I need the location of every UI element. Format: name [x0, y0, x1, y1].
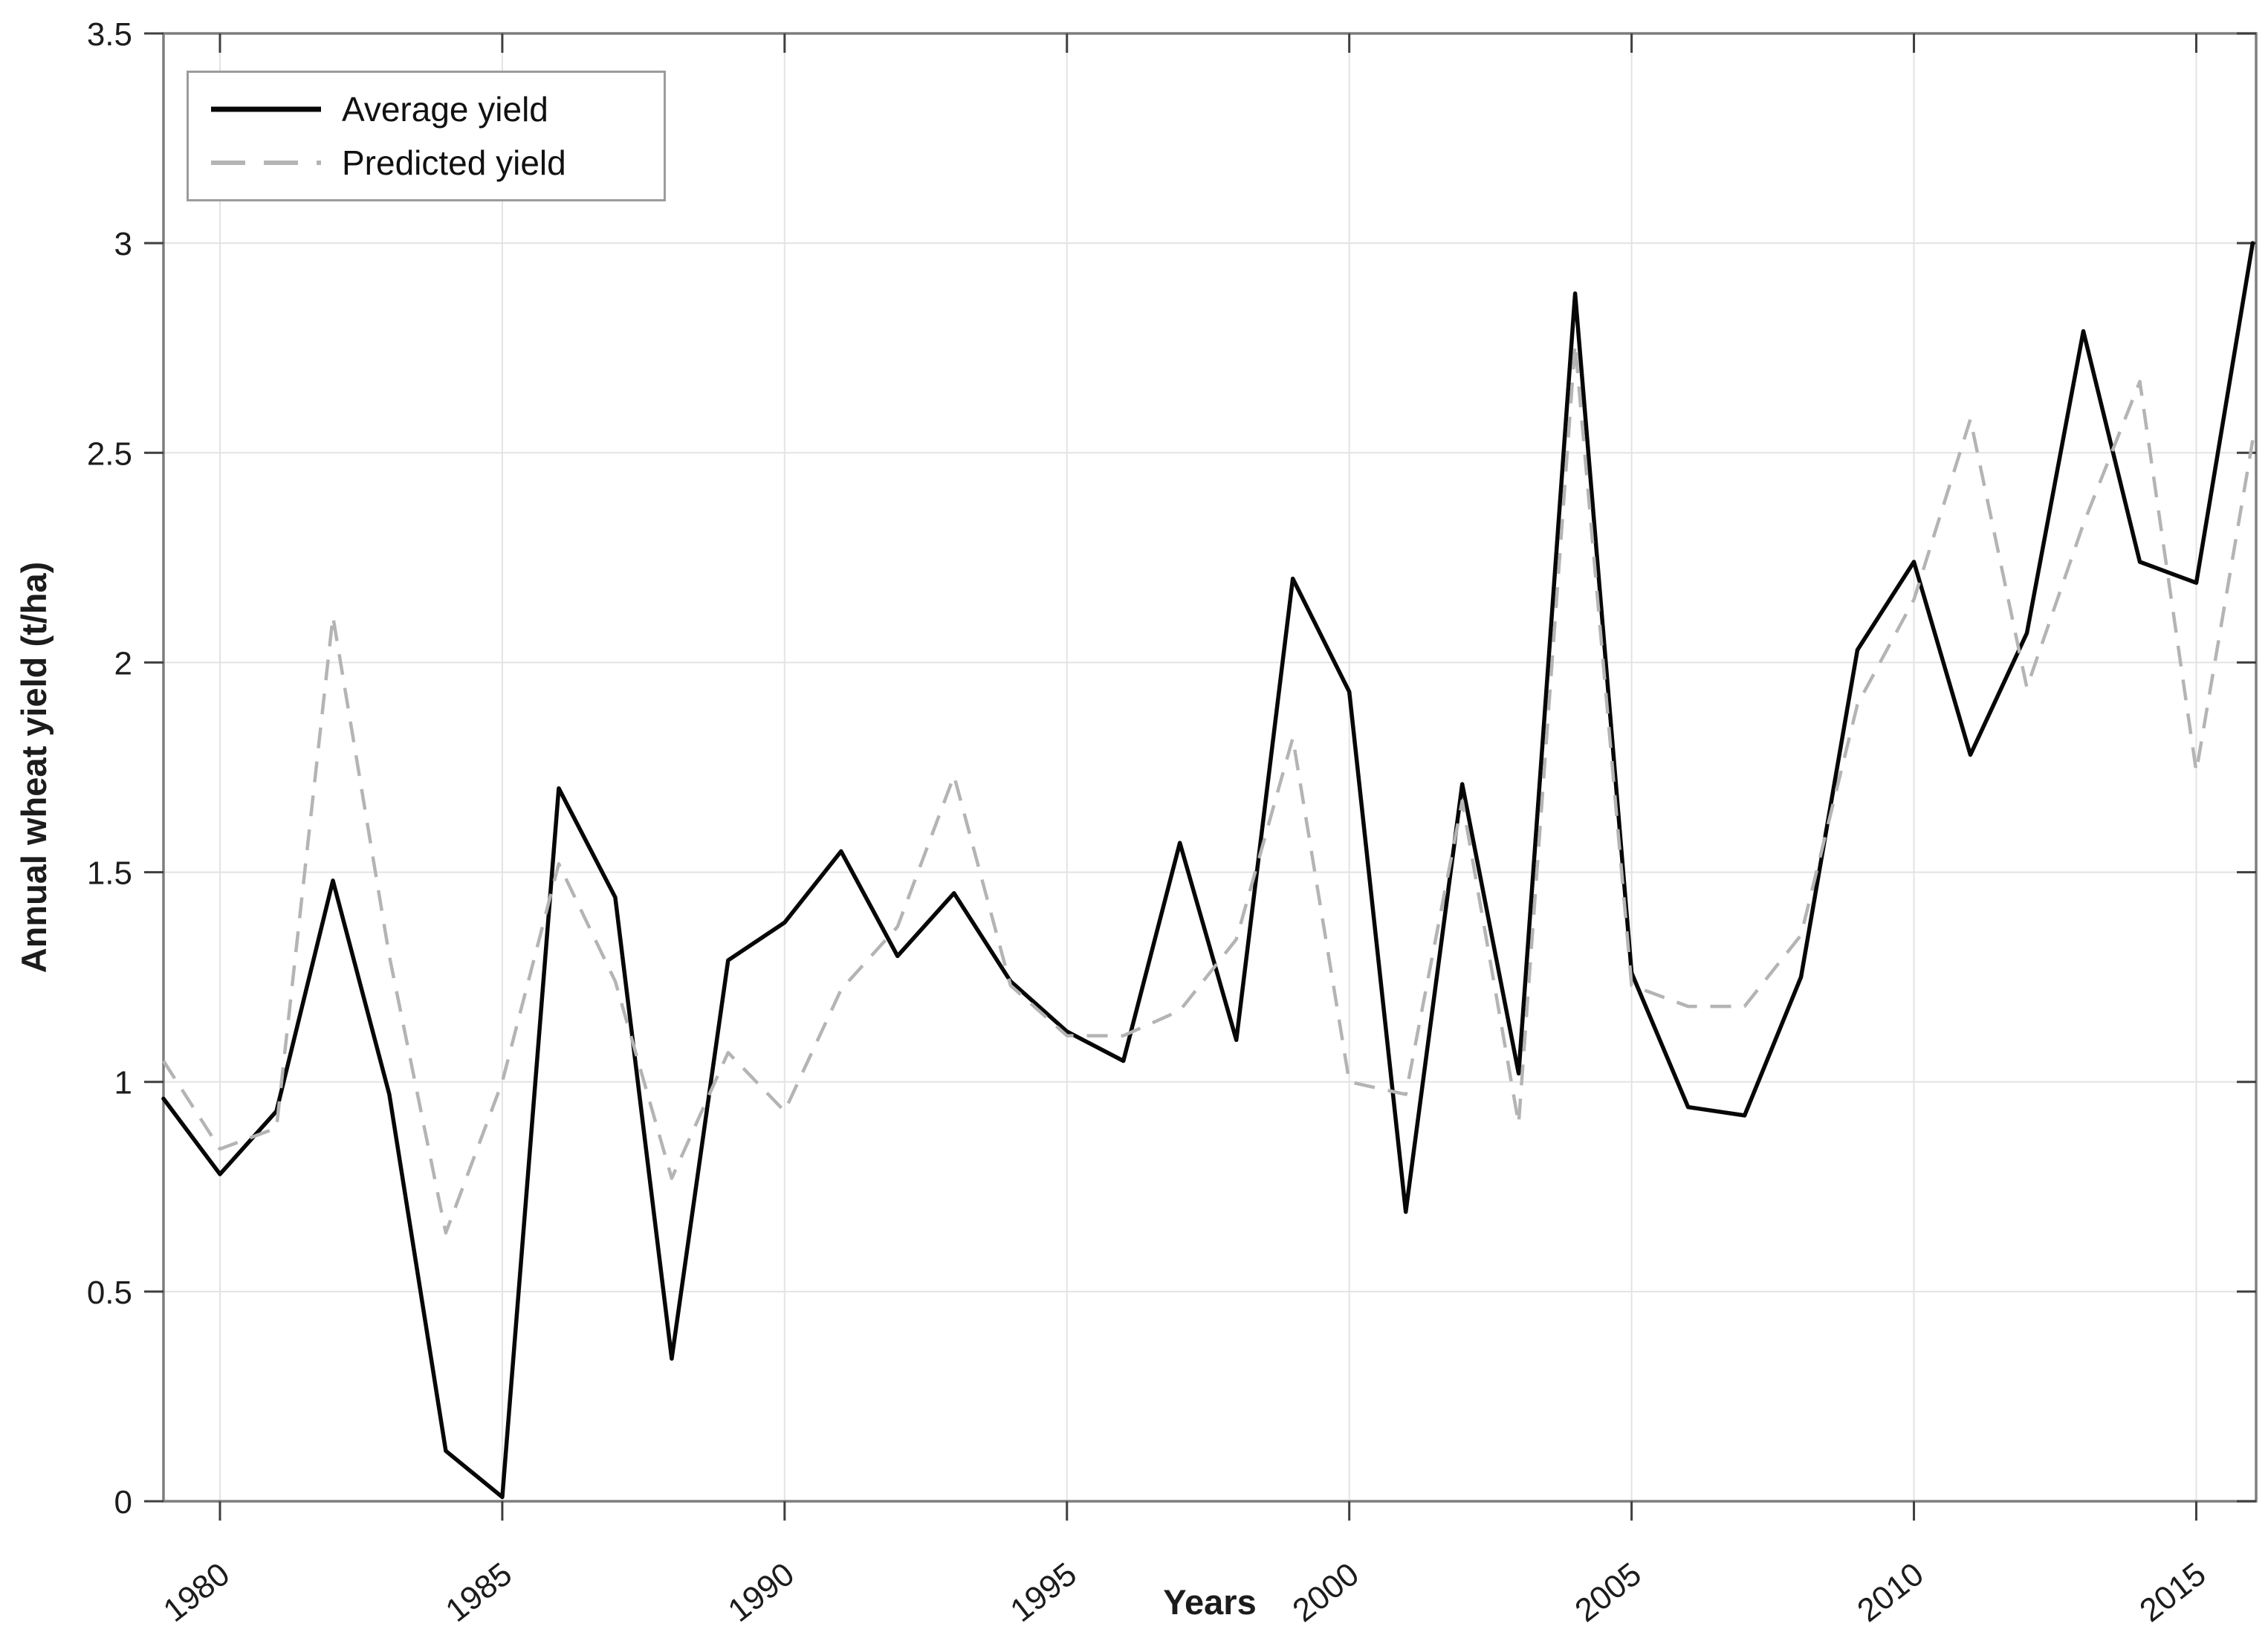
- tick-marks: [144, 32, 2256, 1521]
- gridlines: [163, 33, 2256, 1501]
- average-yield-line-sample: [211, 106, 321, 112]
- legend-item-average: Average yield: [210, 89, 664, 129]
- legend: Average yield Predicted yield: [187, 71, 666, 201]
- x-axis-label: Years: [1163, 1582, 1256, 1622]
- y-tick-label: 0.5: [87, 1275, 132, 1311]
- y-tick-label: 2.5: [87, 436, 132, 472]
- x-tick-label: 1990: [722, 1556, 801, 1629]
- x-tick-label: 2005: [1568, 1556, 1647, 1629]
- legend-label-average: Average yield: [342, 90, 548, 129]
- predicted-yield-line-sample: [211, 161, 321, 165]
- y-tick-label: 3: [114, 226, 132, 262]
- average-yield-line: [161, 241, 2255, 1500]
- y-tick-label: 2: [114, 645, 132, 682]
- x-tick-label: 2000: [1286, 1556, 1366, 1629]
- x-tick-label: 2010: [1850, 1556, 1930, 1629]
- y-tick-label: 0: [114, 1484, 132, 1521]
- x-tick-label: 1985: [439, 1556, 519, 1629]
- predicted-yield-line: [162, 342, 2255, 1235]
- x-tick-label: 1995: [1004, 1556, 1083, 1629]
- x-tick-label: 1980: [157, 1556, 236, 1629]
- y-tick-label: 1: [114, 1065, 132, 1101]
- y-axis-label: Annual wheat yield (t/ha): [14, 562, 54, 974]
- legend-label-predicted: Predicted yield: [342, 143, 566, 182]
- series-lines: [161, 241, 2255, 1500]
- axes-frame: [162, 32, 2258, 1503]
- y-tick-labels: 0 0.5 1 1.5 2 2.5 3 3.5: [87, 16, 132, 1521]
- legend-item-predicted: Predicted yield: [210, 143, 664, 183]
- y-tick-label: 3.5: [87, 16, 132, 53]
- x-tick-label: 2015: [2133, 1556, 2212, 1629]
- y-tick-label: 1.5: [87, 855, 132, 892]
